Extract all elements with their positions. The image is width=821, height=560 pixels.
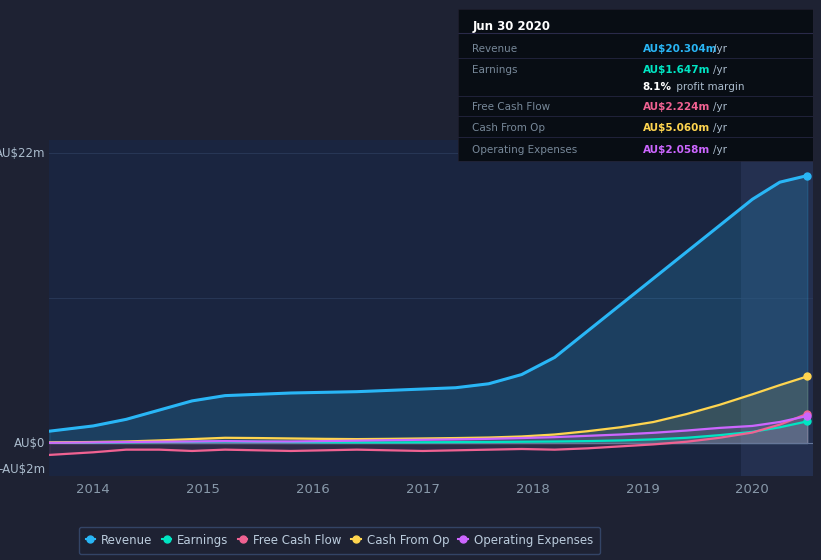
Bar [741, 140, 813, 476]
Text: AU$2.224m: AU$2.224m [643, 102, 710, 112]
Text: Earnings: Earnings [472, 66, 518, 75]
Text: Free Cash Flow: Free Cash Flow [472, 102, 550, 112]
Text: /yr: /yr [713, 123, 727, 133]
Text: /yr: /yr [713, 144, 727, 155]
Text: Jun 30 2020: Jun 30 2020 [472, 20, 550, 32]
Text: profit margin: profit margin [672, 82, 744, 92]
Text: AU$22m: AU$22m [0, 147, 45, 160]
Text: /yr: /yr [713, 102, 727, 112]
Text: Cash From Op: Cash From Op [472, 123, 545, 133]
Text: /yr: /yr [713, 66, 727, 75]
Text: Operating Expenses: Operating Expenses [472, 144, 577, 155]
Text: /yr: /yr [713, 44, 727, 54]
Text: AU$5.060m: AU$5.060m [643, 123, 710, 133]
Text: AU$0: AU$0 [14, 437, 45, 450]
Text: -AU$2m: -AU$2m [0, 463, 45, 476]
Text: AU$20.304m: AU$20.304m [643, 44, 718, 54]
Text: Revenue: Revenue [472, 44, 517, 54]
Legend: Revenue, Earnings, Free Cash Flow, Cash From Op, Operating Expenses: Revenue, Earnings, Free Cash Flow, Cash … [79, 527, 600, 554]
Text: 8.1%: 8.1% [643, 82, 672, 92]
Text: AU$1.647m: AU$1.647m [643, 66, 710, 75]
Text: AU$2.058m: AU$2.058m [643, 144, 710, 155]
